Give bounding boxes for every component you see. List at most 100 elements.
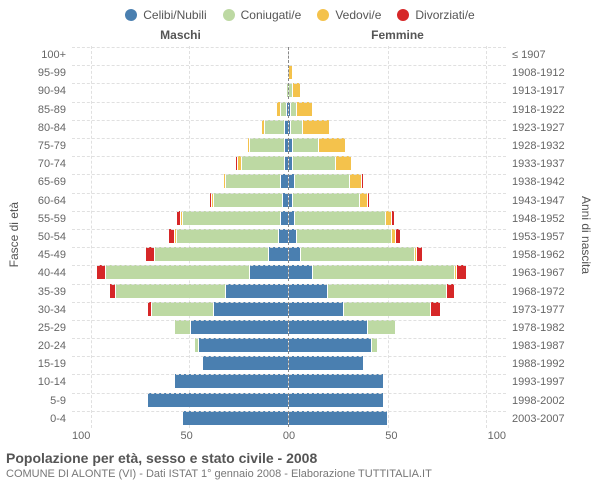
birth-year-label: 1998-2002 — [506, 395, 578, 407]
segment — [319, 138, 347, 152]
birth-year-label: 1973-1977 — [506, 304, 578, 316]
male-bar — [72, 284, 289, 300]
segment — [313, 265, 455, 279]
chart-subtitle: COMUNE DI ALONTE (VI) - Dati ISTAT 1° ge… — [6, 468, 594, 480]
female-bar — [289, 302, 506, 318]
female-bar — [289, 374, 506, 390]
segment — [213, 193, 282, 207]
age-row: 15-191988-1992 — [22, 355, 578, 373]
male-bar — [72, 374, 289, 390]
age-label: 15-19 — [22, 358, 72, 370]
segment — [284, 138, 288, 152]
birth-year-label: 1913-1917 — [506, 85, 578, 97]
female-bar — [289, 284, 506, 300]
segment — [241, 156, 284, 170]
age-row: 50-541953-1957 — [22, 228, 578, 246]
age-label: 45-49 — [22, 249, 72, 261]
age-label: 65-69 — [22, 176, 72, 188]
age-label: 5-9 — [22, 395, 72, 407]
female-bar — [289, 156, 506, 172]
age-label: 95-99 — [22, 67, 72, 79]
age-label: 90-94 — [22, 85, 72, 97]
age-label: 70-74 — [22, 158, 72, 170]
age-row: 60-641943-1947 — [22, 192, 578, 210]
age-row: 100+≤ 1907 — [22, 46, 578, 64]
segment — [147, 393, 288, 407]
segment — [198, 338, 288, 352]
birth-year-label: 1958-1962 — [506, 249, 578, 261]
legend-label: Divorziati/e — [415, 8, 474, 22]
segment — [289, 411, 388, 425]
x-tick: 50 — [180, 430, 192, 442]
age-row: 0-42003-2007 — [22, 410, 578, 428]
male-bar — [72, 356, 289, 372]
chart-footer: Popolazione per età, sesso e stato civil… — [6, 450, 594, 480]
rows-area: 100+≤ 190795-991908-1912 90-94 1913-1917 85… — [22, 46, 578, 428]
segment — [225, 174, 280, 188]
segment — [368, 320, 396, 334]
female-bar — [289, 138, 506, 154]
segment — [289, 302, 344, 316]
legend-item: Divorziati/e — [397, 8, 474, 22]
legend-label: Vedovi/e — [335, 8, 381, 22]
segment — [396, 229, 402, 243]
segment — [284, 120, 288, 134]
birth-year-label: 1918-1922 — [506, 104, 578, 116]
segment — [280, 174, 288, 188]
segment — [291, 120, 303, 134]
segment — [176, 229, 278, 243]
segment — [289, 393, 384, 407]
female-bar — [289, 320, 506, 336]
segment — [297, 229, 392, 243]
segment — [154, 247, 268, 261]
age-label: 55-59 — [22, 213, 72, 225]
male-bar — [72, 156, 289, 172]
age-row: 25-291978-1982 — [22, 319, 578, 337]
segment — [293, 138, 319, 152]
age-label: 25-29 — [22, 322, 72, 334]
age-row: 45-49 1958-1962 — [22, 246, 578, 264]
segment — [372, 338, 378, 352]
birth-year-label: 1983-1987 — [506, 340, 578, 352]
segment — [350, 174, 362, 188]
segment — [289, 320, 368, 334]
segment — [282, 193, 288, 207]
age-label: 85-89 — [22, 104, 72, 116]
birth-year-label: 1948-1952 — [506, 213, 578, 225]
male-bar — [72, 302, 289, 318]
legend-swatch — [223, 9, 235, 21]
segment — [105, 265, 248, 279]
male-bar — [72, 265, 289, 281]
female-bar — [289, 120, 506, 136]
segment — [96, 265, 106, 279]
legend-swatch — [397, 9, 409, 21]
segment — [278, 229, 288, 243]
age-label: 50-54 — [22, 231, 72, 243]
segment — [344, 302, 431, 316]
age-label: 10-14 — [22, 376, 72, 388]
x-tick: 50 — [385, 430, 397, 442]
header-female: Femmine — [289, 28, 506, 42]
age-label: 30-34 — [22, 304, 72, 316]
segment — [447, 284, 455, 298]
female-bar — [289, 193, 506, 209]
age-label: 0-4 — [22, 413, 72, 425]
male-bar — [72, 102, 289, 118]
segment — [286, 83, 288, 97]
segment — [268, 247, 288, 261]
age-label: 40-44 — [22, 267, 72, 279]
female-bar — [289, 47, 506, 63]
male-bar — [72, 120, 289, 136]
age-row: 95-991908-1912 — [22, 64, 578, 82]
segment — [145, 247, 155, 261]
segment — [289, 284, 328, 298]
legend-item: Coniugati/e — [223, 8, 302, 22]
male-bar — [72, 338, 289, 354]
age-label: 75-79 — [22, 140, 72, 152]
birth-year-label: 1968-1972 — [506, 286, 578, 298]
female-bar — [289, 247, 506, 263]
segment — [289, 65, 293, 79]
segment — [360, 193, 368, 207]
segment — [174, 320, 190, 334]
male-bar — [72, 83, 289, 99]
